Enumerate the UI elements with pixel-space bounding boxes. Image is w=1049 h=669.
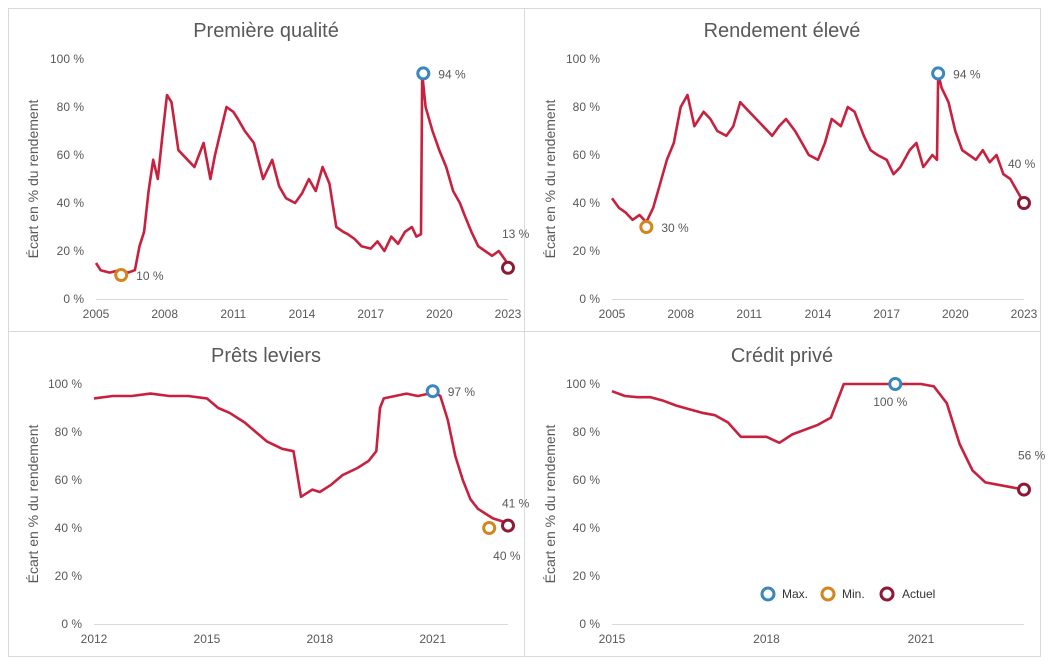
x-tick-label: 2005 xyxy=(599,307,626,321)
x-tick-label: 2014 xyxy=(805,307,832,321)
legend-min-marker xyxy=(820,586,836,602)
y-tick-label: 0 % xyxy=(579,292,600,306)
legend-min-label: Min. xyxy=(842,587,865,601)
series-line xyxy=(94,72,510,274)
x-tick-label: 2008 xyxy=(151,307,178,321)
x-tick-label: 2017 xyxy=(357,307,384,321)
series-line xyxy=(610,72,1026,224)
y-tick-label: 20 % xyxy=(57,244,85,258)
x-tick-label: 2020 xyxy=(942,307,969,321)
y-tick-label: 100 % xyxy=(48,377,82,391)
min-point-marker xyxy=(114,268,129,282)
panels: Première qualité Écart en % du rendement 0… xyxy=(25,20,1046,646)
x-tick-label: 2015 xyxy=(194,632,221,646)
y-tick-label: 60 % xyxy=(573,473,601,487)
x-tick-label: 2011 xyxy=(736,307,762,321)
y-tick-label: 20 % xyxy=(55,569,83,583)
y-tick-label: 80 % xyxy=(573,100,601,114)
min-point-label: 30 % xyxy=(661,221,689,235)
y-tick-label: 20 % xyxy=(573,244,601,258)
current-point-label: 41 % xyxy=(502,497,530,511)
max-point-marker xyxy=(931,66,946,81)
y-tick-label: 0 % xyxy=(61,617,82,631)
y-tick-label: 100 % xyxy=(566,52,600,66)
legend-max-label: Max. xyxy=(782,587,808,601)
current-point-label: 40 % xyxy=(1008,157,1036,171)
x-tick-label: 2008 xyxy=(667,307,694,321)
x-tick-label: 2021 xyxy=(419,632,446,646)
x-tick-label: 2005 xyxy=(83,307,110,321)
y-tick-label: 40 % xyxy=(57,196,85,210)
x-tick-label: 2023 xyxy=(1011,307,1038,321)
legend-current-label: Actuel xyxy=(902,587,935,601)
x-tick-label: 2011 xyxy=(220,307,246,321)
series-line xyxy=(93,389,509,525)
max-point-marker xyxy=(425,384,440,399)
x-tick-label: 2017 xyxy=(873,307,900,321)
y-axis-label: Écart en % du rendement xyxy=(25,100,41,259)
current-point-marker xyxy=(1017,482,1031,497)
max-point-marker xyxy=(416,66,431,81)
legend: Max. Min. Actuel xyxy=(760,586,935,602)
y-axis-label: Écart en % du rendement xyxy=(542,100,558,259)
min-point-label: 10 % xyxy=(136,269,164,283)
max-point-marker xyxy=(888,377,903,391)
legend-max-marker xyxy=(760,586,776,602)
legend-current-marker xyxy=(879,586,895,602)
min-point-marker xyxy=(639,220,654,234)
chart-title: Première qualité xyxy=(193,20,339,42)
x-tick-label: 2021 xyxy=(908,632,935,646)
y-axis-label: Écart en % du rendement xyxy=(542,425,558,584)
y-tick-label: 40 % xyxy=(573,196,601,210)
x-tick-label: 2018 xyxy=(753,632,780,646)
current-point-marker xyxy=(501,518,515,533)
series-line xyxy=(611,382,1025,491)
x-tick-label: 2014 xyxy=(289,307,316,321)
y-tick-label: 20 % xyxy=(573,569,601,583)
current-point-marker xyxy=(501,260,515,275)
x-tick-label: 2020 xyxy=(426,307,453,321)
y-tick-label: 0 % xyxy=(63,292,84,306)
panel-frames xyxy=(8,8,1041,657)
y-tick-label: 80 % xyxy=(573,425,601,439)
x-tick-label: 2023 xyxy=(495,307,522,321)
chart-title: Crédit privé xyxy=(731,345,833,367)
current-point-label: 56 % xyxy=(1018,449,1046,463)
max-point-label: 100 % xyxy=(873,395,907,409)
y-tick-label: 60 % xyxy=(55,473,83,487)
chart-title: Rendement élevé xyxy=(704,20,861,42)
y-tick-label: 80 % xyxy=(57,100,85,114)
x-tick-label: 2012 xyxy=(81,632,108,646)
max-point-label: 94 % xyxy=(953,67,981,81)
y-tick-label: 0 % xyxy=(579,617,600,631)
max-point-label: 94 % xyxy=(438,67,466,81)
chart-panel-2: Rendement élevé Écart en % du rendement 0 … xyxy=(542,20,1038,321)
chart-panel-1: Première qualité Écart en % du rendement 0… xyxy=(25,20,530,321)
current-point-label: 13 % xyxy=(502,227,530,241)
max-point-label: 97 % xyxy=(448,385,476,399)
x-tick-label: 2018 xyxy=(306,632,333,646)
y-tick-label: 40 % xyxy=(55,521,83,535)
y-tick-label: 60 % xyxy=(57,148,85,162)
y-tick-label: 40 % xyxy=(573,521,601,535)
min-point-marker xyxy=(482,521,497,535)
y-tick-label: 60 % xyxy=(573,148,601,162)
min-point-label: 40 % xyxy=(493,549,521,563)
y-tick-label: 80 % xyxy=(55,425,83,439)
y-axis-label: Écart en % du rendement xyxy=(25,425,41,584)
y-tick-label: 100 % xyxy=(566,377,600,391)
chart-title: Prêts leviers xyxy=(211,345,321,367)
y-tick-label: 100 % xyxy=(50,52,84,66)
current-point-marker xyxy=(1017,196,1031,210)
x-tick-label: 2015 xyxy=(599,632,626,646)
